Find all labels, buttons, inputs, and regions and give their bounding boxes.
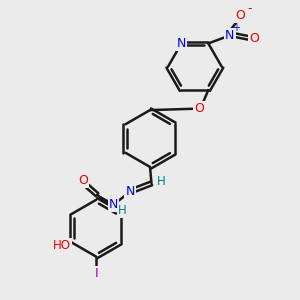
Text: N: N xyxy=(125,185,135,198)
Text: -: - xyxy=(247,2,251,15)
Text: H: H xyxy=(157,176,165,188)
Text: N: N xyxy=(109,198,118,211)
Text: N: N xyxy=(177,37,186,50)
Text: O: O xyxy=(78,175,88,188)
Text: I: I xyxy=(94,267,98,280)
Text: HO: HO xyxy=(53,239,71,252)
Text: O: O xyxy=(236,8,245,22)
Text: N: N xyxy=(225,28,235,42)
Text: +: + xyxy=(232,22,240,33)
Text: O: O xyxy=(249,32,259,44)
Text: O: O xyxy=(194,102,204,115)
Text: H: H xyxy=(118,204,126,218)
